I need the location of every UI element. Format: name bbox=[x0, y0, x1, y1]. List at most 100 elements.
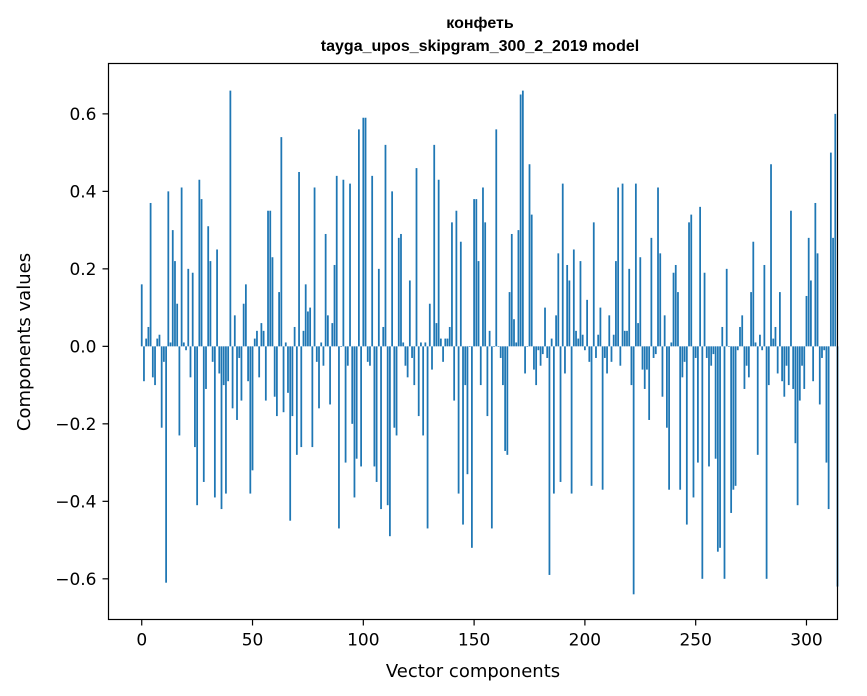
bar bbox=[233, 315, 236, 347]
bar bbox=[648, 346, 651, 420]
bar bbox=[471, 346, 473, 548]
chart-title: конфеть bbox=[446, 15, 514, 32]
bar bbox=[810, 280, 812, 347]
bar bbox=[794, 346, 797, 444]
bar bbox=[333, 264, 336, 347]
bar bbox=[466, 346, 469, 475]
bar bbox=[315, 346, 318, 362]
chart-subtitle: tayga_upos_skipgram_300_2_2019 model bbox=[321, 38, 639, 55]
bar bbox=[329, 346, 331, 405]
bar bbox=[320, 342, 323, 347]
bar bbox=[581, 334, 584, 347]
bar bbox=[697, 346, 699, 463]
bar bbox=[242, 303, 245, 347]
bar bbox=[154, 346, 156, 386]
bar bbox=[736, 346, 739, 351]
bar bbox=[256, 330, 258, 347]
bar bbox=[559, 346, 562, 482]
bar bbox=[158, 334, 161, 347]
bar bbox=[318, 346, 320, 409]
bar bbox=[349, 183, 351, 347]
bar bbox=[521, 90, 524, 347]
bar bbox=[196, 346, 199, 506]
bar bbox=[730, 346, 733, 513]
bar bbox=[408, 280, 411, 347]
bar bbox=[621, 183, 624, 347]
bar bbox=[716, 346, 719, 552]
bar bbox=[415, 168, 418, 347]
bar bbox=[280, 137, 283, 347]
bar bbox=[508, 292, 511, 347]
bar bbox=[779, 292, 781, 347]
bar bbox=[482, 187, 484, 347]
bar bbox=[444, 338, 447, 347]
bar bbox=[451, 222, 453, 347]
bar bbox=[688, 222, 690, 347]
bar bbox=[781, 346, 783, 382]
bar bbox=[776, 346, 779, 374]
bar bbox=[579, 261, 582, 347]
bar bbox=[747, 346, 750, 378]
bar bbox=[143, 346, 145, 382]
bar bbox=[761, 346, 764, 351]
bar bbox=[504, 346, 507, 451]
bar bbox=[165, 346, 167, 583]
bar bbox=[377, 268, 380, 347]
bar bbox=[475, 199, 478, 347]
bar bbox=[240, 346, 243, 401]
bar bbox=[163, 346, 165, 362]
bar bbox=[539, 346, 542, 366]
bar bbox=[515, 342, 518, 347]
bar bbox=[646, 346, 648, 370]
bar bbox=[541, 346, 544, 355]
bar bbox=[236, 346, 238, 420]
bar bbox=[725, 268, 728, 347]
bar bbox=[632, 346, 635, 595]
y-axis-label: Components values bbox=[14, 253, 35, 431]
bar bbox=[564, 346, 566, 374]
x-tick-label: 300 bbox=[790, 631, 822, 651]
bar bbox=[488, 330, 491, 347]
bar bbox=[358, 129, 360, 347]
bar bbox=[612, 334, 615, 347]
bar bbox=[397, 237, 400, 347]
bar bbox=[752, 241, 755, 347]
bar bbox=[309, 307, 312, 347]
bar bbox=[741, 315, 744, 347]
bars-group bbox=[140, 90, 839, 595]
bar bbox=[468, 346, 471, 347]
bar bbox=[798, 346, 801, 401]
x-tick-label: 0 bbox=[136, 631, 147, 651]
bar bbox=[413, 346, 416, 386]
bar bbox=[745, 346, 748, 366]
bar bbox=[570, 346, 573, 494]
bar bbox=[322, 346, 325, 366]
x-tick-label: 50 bbox=[242, 631, 264, 651]
bar bbox=[739, 326, 741, 347]
bar bbox=[202, 346, 205, 482]
bar bbox=[603, 346, 606, 358]
bar bbox=[754, 342, 757, 347]
bar bbox=[191, 272, 194, 347]
bar bbox=[194, 346, 196, 448]
bar bbox=[628, 268, 631, 347]
bar bbox=[493, 346, 495, 347]
bar bbox=[289, 346, 292, 521]
bar bbox=[499, 346, 502, 358]
bar bbox=[654, 346, 657, 355]
bar bbox=[380, 346, 382, 510]
bar bbox=[592, 222, 595, 347]
bar bbox=[732, 346, 735, 490]
bar bbox=[490, 346, 493, 529]
bar bbox=[575, 330, 577, 347]
bar bbox=[561, 183, 564, 347]
bar bbox=[209, 261, 212, 347]
bar bbox=[634, 183, 637, 347]
bar bbox=[222, 346, 225, 386]
bar bbox=[805, 295, 808, 347]
bar bbox=[637, 323, 639, 347]
bar bbox=[823, 346, 826, 351]
bar bbox=[473, 199, 475, 347]
bar bbox=[251, 346, 254, 471]
bar bbox=[271, 257, 274, 347]
